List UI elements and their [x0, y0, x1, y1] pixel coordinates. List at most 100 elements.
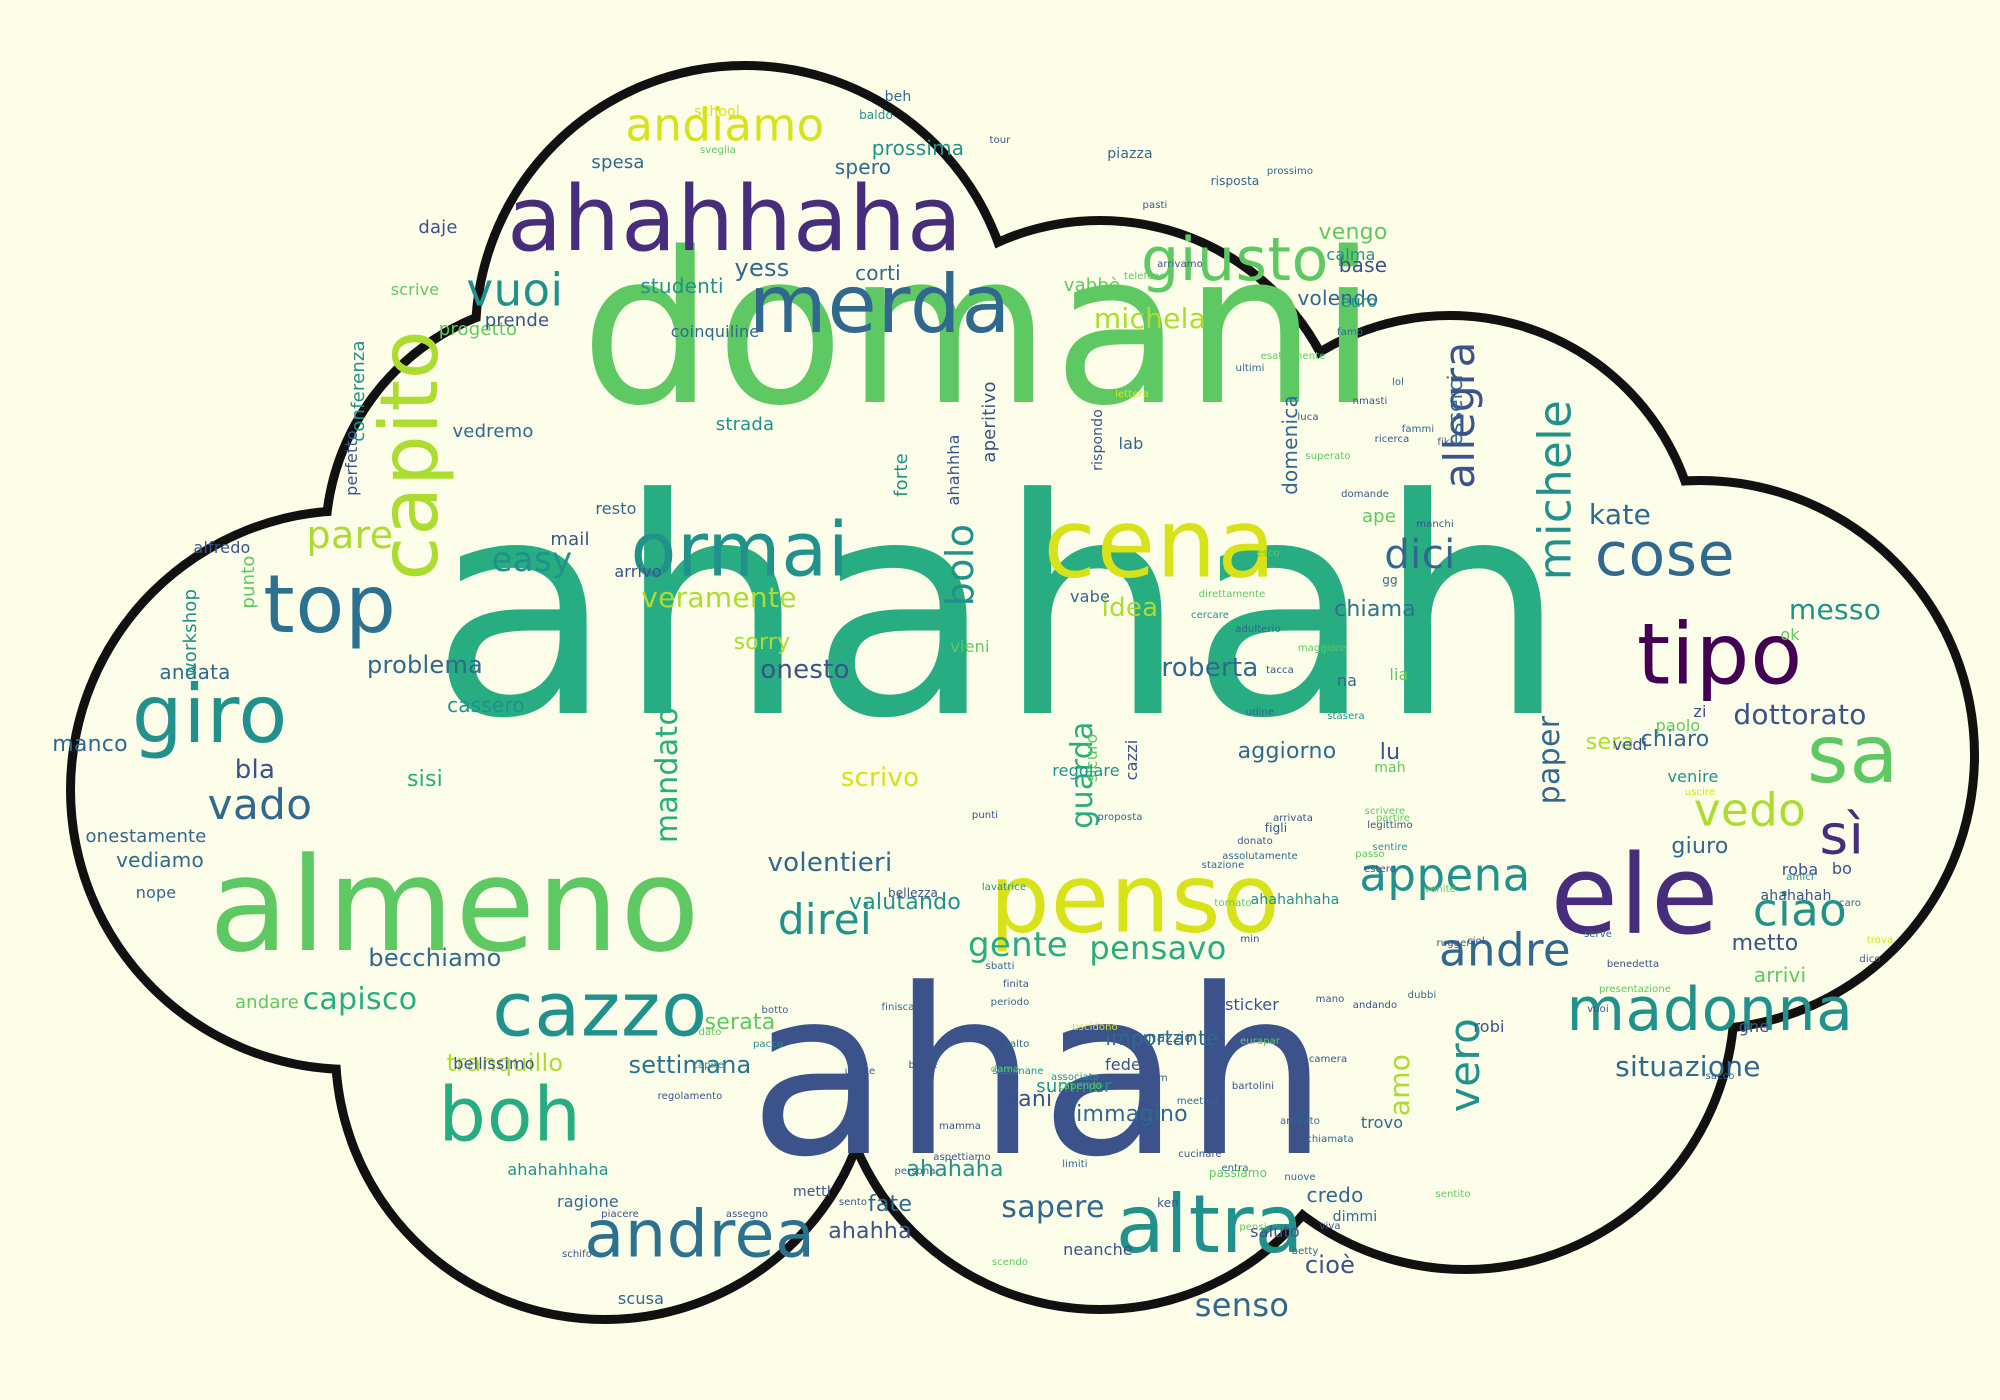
cloud-word: chiamata	[1306, 1134, 1354, 1145]
cloud-word: esserci	[1443, 374, 1467, 446]
cloud-word: lab	[1118, 434, 1144, 453]
cloud-word: metto	[1731, 931, 1799, 956]
cloud-word: sbatti	[985, 961, 1015, 972]
cloud-word: ele	[1550, 831, 1720, 959]
cloud-word: schifo	[561, 1249, 593, 1260]
cloud-word: pensavo	[1089, 929, 1227, 967]
cloud-word: summer	[1036, 1076, 1112, 1097]
cloud-word: mano	[1315, 994, 1345, 1005]
cloud-word: legittimo	[1367, 820, 1413, 831]
cloud-word: breve	[908, 1060, 938, 1071]
cloud-word: settimane	[992, 1066, 1044, 1077]
cloud-word: bla	[234, 755, 276, 785]
cloud-word: ahahhaha	[507, 167, 963, 272]
cloud-word: boh	[438, 1070, 582, 1159]
cloud-word: associato	[1050, 1072, 1100, 1083]
cloud-word: sveglia	[699, 145, 737, 156]
cloud-word: vieni	[950, 637, 990, 656]
cloud-word: capisco	[302, 982, 418, 1017]
cloud-word: gente	[968, 925, 1068, 965]
cloud-word: sorry	[733, 630, 791, 655]
cloud-word: punti	[971, 810, 999, 821]
cloud-word: vuoi	[1587, 1004, 1609, 1015]
cloud-word: regolamento	[657, 1091, 723, 1102]
cloud-word: base	[1338, 253, 1388, 277]
cloud-word: forte	[891, 453, 912, 497]
cloud-word: sera	[1585, 730, 1635, 755]
cloud-word: volendo	[1297, 286, 1379, 310]
cloud-word: arrivata	[1273, 813, 1313, 824]
cloud-word: assegno	[725, 1209, 769, 1220]
cloud-word: andando	[1352, 1000, 1398, 1011]
cloud-word: volentieri	[767, 848, 893, 878]
cloud-word: finita	[1002, 979, 1030, 990]
cloud-word: ahahahhaha	[507, 1160, 609, 1179]
cloud-word: estero	[1363, 864, 1397, 875]
cloud-word: bellezza	[888, 886, 938, 900]
cloud-word: penso	[989, 844, 1281, 955]
cloud-word: piani	[997, 1087, 1053, 1112]
cloud-word: capire	[692, 1060, 724, 1071]
cloud-word: mah	[1374, 760, 1406, 776]
cloud-word: chiaro	[1640, 727, 1710, 752]
cloud-word: dimmi	[1332, 1209, 1378, 1225]
cloud-word: scendo	[991, 1257, 1029, 1268]
cloud-word: easy	[491, 540, 573, 580]
cloud-word: finisca	[881, 1002, 915, 1013]
cloud-word: progetto	[438, 319, 518, 340]
cloud-word: stasera	[1327, 711, 1365, 722]
cloud-word: senso	[1194, 1286, 1290, 1324]
cloud-word: giuro	[1671, 834, 1729, 859]
cloud-word: vengo	[1318, 220, 1388, 245]
cloud-word: lavatrice	[981, 882, 1027, 893]
cloud-word: school	[694, 104, 740, 120]
cloud-word: bellissimo	[453, 1054, 535, 1073]
cloud-word: esco	[1256, 548, 1280, 559]
cloud-word: lol	[1392, 377, 1404, 388]
cloud-word: udine	[1245, 707, 1275, 718]
cloud-word: mail	[550, 529, 590, 550]
cloud-word: aggiorno	[1237, 739, 1337, 764]
cloud-word: entra	[1221, 1163, 1249, 1174]
cloud-word: dico	[1859, 954, 1881, 965]
cloud-word: beh	[884, 89, 912, 105]
cloud-word: vedi	[1612, 735, 1648, 754]
cloud-word: scrivo	[840, 763, 920, 793]
cloud-word: uscite	[844, 1066, 876, 1077]
cloud-word: venite	[1424, 884, 1456, 895]
cloud-word: kate	[1588, 498, 1652, 531]
cloud-word: arrivi	[1753, 963, 1807, 987]
cloud-word: fate	[867, 1192, 913, 1217]
cloud-word: domenica	[1278, 395, 1302, 495]
cloud-word: tranquillo	[446, 1049, 564, 1077]
cloud-word: rispondo	[1090, 409, 1106, 471]
cloud-word: paper	[1532, 715, 1567, 805]
cloud-word: min	[1240, 934, 1260, 945]
cloud-word: yess	[734, 254, 790, 282]
cloud-word: domande	[1341, 489, 1389, 500]
cloud-word: stazione	[1201, 860, 1245, 871]
cloud-word: lu	[1379, 740, 1401, 765]
cloud-word: andata	[159, 660, 231, 684]
cloud-word: nmasti	[1352, 396, 1388, 407]
cloud-word: andrea	[584, 1197, 816, 1273]
cloud-word: tour	[989, 135, 1011, 146]
cloud-word: manchi	[1416, 519, 1454, 530]
cloud-word: mamma	[939, 1121, 981, 1132]
cloud-word: corti	[855, 261, 901, 285]
cloud-word: sentire	[1372, 842, 1408, 853]
cloud-word: amici	[1786, 872, 1814, 883]
cloud-word: neanche	[1063, 1240, 1133, 1259]
cloud-word: studenti	[640, 274, 724, 298]
cloud-word: vabe	[1070, 587, 1110, 606]
cloud-word: fammi	[1401, 424, 1435, 435]
cloud-word: andre	[1438, 923, 1572, 977]
cloud-word: nope	[135, 883, 177, 902]
cloud-word: na	[1336, 671, 1358, 690]
cloud-word: immagino	[1076, 1102, 1188, 1127]
cloud-word: daje	[418, 217, 458, 238]
cloud-word: famo	[1337, 327, 1363, 338]
cloud-word: alfredo	[193, 538, 251, 557]
cloud-word: telefono	[1124, 271, 1166, 282]
cloud-word: benedetta	[1606, 959, 1660, 970]
